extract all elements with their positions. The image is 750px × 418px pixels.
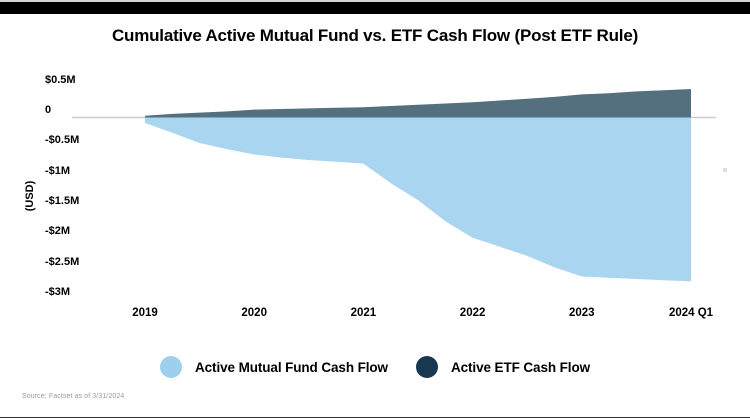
y-tick-label: -$0.5M	[45, 134, 80, 147]
y-tick-label: -$1.5M	[45, 195, 80, 208]
source-note: Source: Factset as of 3/31/2024	[22, 393, 125, 400]
x-tick-label: 2022	[459, 307, 486, 319]
x-tick-label: 2024 Q1	[668, 307, 714, 319]
chart-legend: Active Mutual Fund Cash Flow Active ETF …	[0, 351, 750, 383]
x-tick-label: 2021	[350, 307, 377, 319]
x-tick-label: 2019	[132, 307, 158, 319]
artifact-dot	[723, 168, 727, 172]
y-tick-label: -$1M	[45, 164, 71, 177]
top-gray-strip	[0, 0, 750, 2]
etf-legend-dot-icon	[415, 356, 438, 378]
top-black-bar	[0, 2, 750, 14]
y-tick-label: 0	[45, 104, 52, 116]
y-tick-label: -$3M	[45, 286, 71, 299]
y-tick-label: -$2M	[45, 225, 71, 238]
legend-item-mutual-fund: Active Mutual Fund Cash Flow	[160, 356, 388, 378]
x-tick-label: 2020	[241, 307, 267, 319]
y-tick-label: -$2.5M	[45, 255, 80, 268]
y-axis-label: (USD)	[24, 180, 36, 212]
legend-item-etf: Active ETF Cash Flow	[415, 356, 590, 378]
etf-area	[145, 89, 691, 118]
mutual-fund-area	[145, 117, 691, 282]
x-tick-label: 2023	[569, 307, 595, 319]
y-tick-label: $0.5M	[45, 73, 76, 86]
legend-label-etf: Active ETF Cash Flow	[450, 359, 590, 375]
chart-title: Cumulative Active Mutual Fund vs. ETF Ca…	[111, 26, 639, 45]
mutual-fund-legend-dot-icon	[160, 356, 182, 378]
legend-label-mutual-fund: Active Mutual Fund Cash Flow	[195, 359, 388, 375]
bottom-border-line	[0, 416, 750, 418]
